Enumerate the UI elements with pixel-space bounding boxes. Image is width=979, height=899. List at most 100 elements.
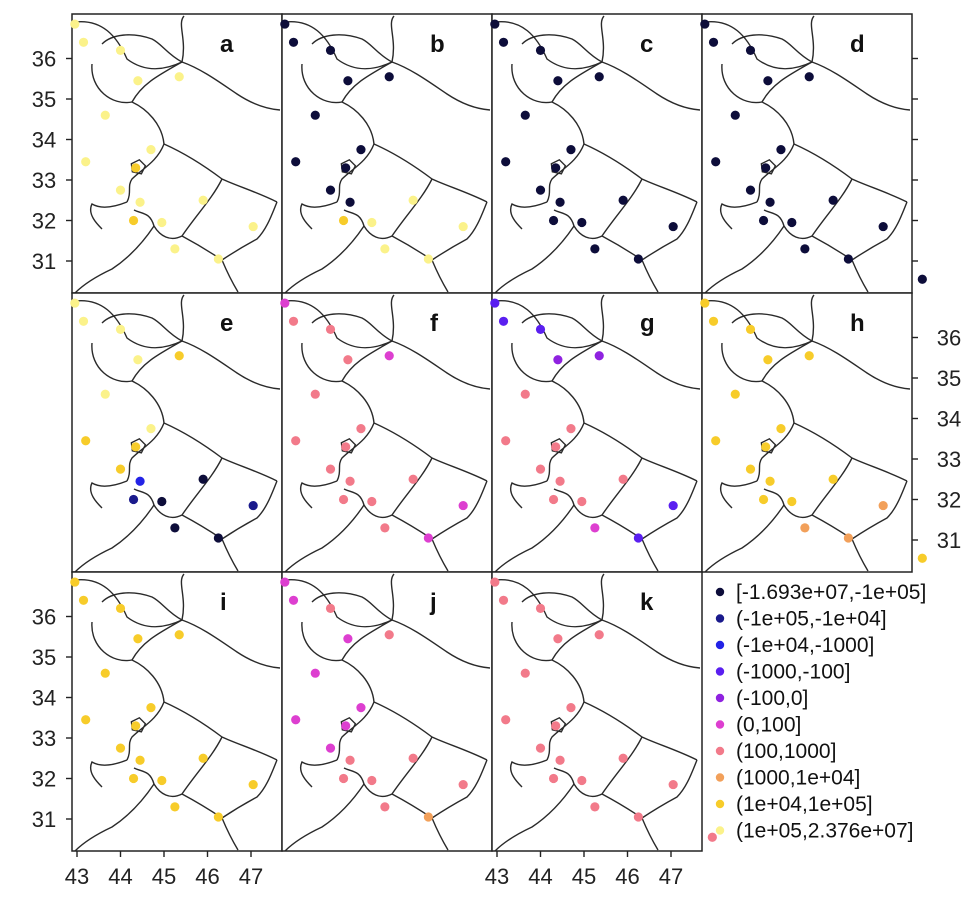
panel-f-boundaries	[284, 294, 491, 573]
boundary-line	[494, 573, 605, 628]
boundary-line	[546, 422, 585, 482]
legend-label: (-1e+04,-1000]	[736, 634, 874, 657]
station-point-3	[325, 324, 336, 334]
station-point-8	[291, 436, 301, 446]
boundary-line	[74, 225, 155, 294]
station-point-16	[590, 802, 600, 812]
station-point-7	[566, 424, 576, 434]
station-point-6	[310, 389, 320, 399]
station-point-10	[745, 185, 756, 195]
station-point-15	[878, 221, 888, 232]
boundary-line	[761, 61, 813, 103]
station-point-6	[520, 389, 530, 399]
boundary-line	[284, 294, 395, 349]
station-point-7	[776, 424, 786, 434]
boundary-line	[431, 538, 449, 572]
station-point-15	[458, 779, 468, 790]
legend-label: (0,100]	[736, 714, 801, 737]
x-tick-label: 47	[239, 864, 263, 889]
legend-label: [-1.693e+07,-1e+05]	[736, 581, 926, 604]
boundary-line	[126, 701, 165, 761]
boundary-line	[510, 480, 548, 509]
station-point-8	[711, 157, 721, 167]
station-point-1	[70, 19, 80, 29]
station-point-11	[555, 197, 565, 207]
legend-label: (1e+05,2.376e+07]	[736, 820, 914, 843]
boundary-line	[601, 736, 643, 795]
boundary-line	[583, 422, 698, 482]
boundary-line	[181, 619, 281, 669]
boundary-line	[300, 201, 338, 230]
station-point-8	[291, 715, 301, 725]
station-point-17	[213, 533, 223, 543]
boundary-line	[301, 342, 375, 424]
station-point-8	[291, 157, 301, 167]
boundary-line	[391, 178, 433, 237]
station-point-9	[341, 442, 351, 452]
boundary-line	[181, 178, 223, 237]
station-point-5	[553, 76, 563, 86]
station-point-4	[384, 351, 394, 361]
station-point-13	[548, 215, 559, 226]
boundary-line	[511, 63, 585, 145]
station-point-5	[133, 634, 143, 644]
map-panels: a b c d e f g h i j k	[70, 13, 927, 852]
station-point-12	[408, 195, 418, 205]
station-point-5	[343, 634, 353, 644]
station-point-7	[146, 424, 156, 434]
station-point-11	[345, 755, 355, 765]
boundary-line	[391, 457, 433, 516]
station-point-17	[633, 533, 643, 543]
legend-swatch	[715, 720, 725, 729]
station-point-4	[174, 72, 184, 82]
station-point-17	[213, 254, 223, 264]
station-point-12	[828, 474, 838, 484]
station-point-16	[800, 523, 810, 533]
boundary-line	[300, 480, 338, 509]
x-tick-label: 45	[572, 864, 596, 889]
boundary-line	[284, 15, 395, 70]
station-point-2	[708, 316, 719, 326]
legend-swatch	[715, 693, 725, 703]
station-point-5	[763, 76, 773, 86]
boundary-line	[311, 313, 393, 342]
panel-c-boundaries	[494, 15, 701, 294]
station-point-2	[78, 595, 89, 605]
station-point-5	[343, 355, 353, 365]
boundary-line	[811, 178, 853, 237]
boundary-line	[494, 294, 605, 349]
boundary-line	[704, 225, 785, 294]
boundary-line	[373, 422, 488, 482]
legend-swatch	[715, 826, 725, 835]
boundary-line	[373, 143, 488, 203]
station-point-14	[157, 217, 167, 228]
station-point-11	[555, 476, 565, 486]
boundary-line	[431, 480, 488, 540]
y-tick-label: 32	[937, 488, 961, 513]
station-point-9	[761, 442, 771, 452]
station-point-4	[804, 351, 814, 361]
boundary-line	[793, 422, 908, 482]
station-point-2	[498, 37, 509, 47]
boundary-line	[181, 457, 223, 516]
legend-swatch	[715, 587, 725, 597]
station-point-1	[280, 577, 290, 587]
y-tick-label: 33	[32, 726, 56, 751]
boundary-line	[756, 422, 795, 482]
station-point-14	[157, 496, 167, 507]
legend-label: (-1e+05,-1e+04]	[736, 608, 887, 631]
x-tick-label: 44	[528, 864, 552, 889]
panel-label-b: b	[430, 31, 445, 58]
boundary-line	[391, 61, 491, 111]
boundary-line	[601, 178, 643, 237]
boundary-line	[336, 422, 375, 482]
station-point-3	[745, 324, 756, 334]
boundary-line	[126, 143, 165, 203]
panel-label-g: g	[640, 310, 655, 337]
station-point-2	[498, 595, 509, 605]
y-tick-label: 31	[32, 249, 56, 274]
legend-label: (-100,0]	[736, 687, 808, 710]
station-point-13	[338, 773, 349, 784]
station-point-14	[577, 217, 587, 228]
station-point-1	[490, 577, 500, 587]
